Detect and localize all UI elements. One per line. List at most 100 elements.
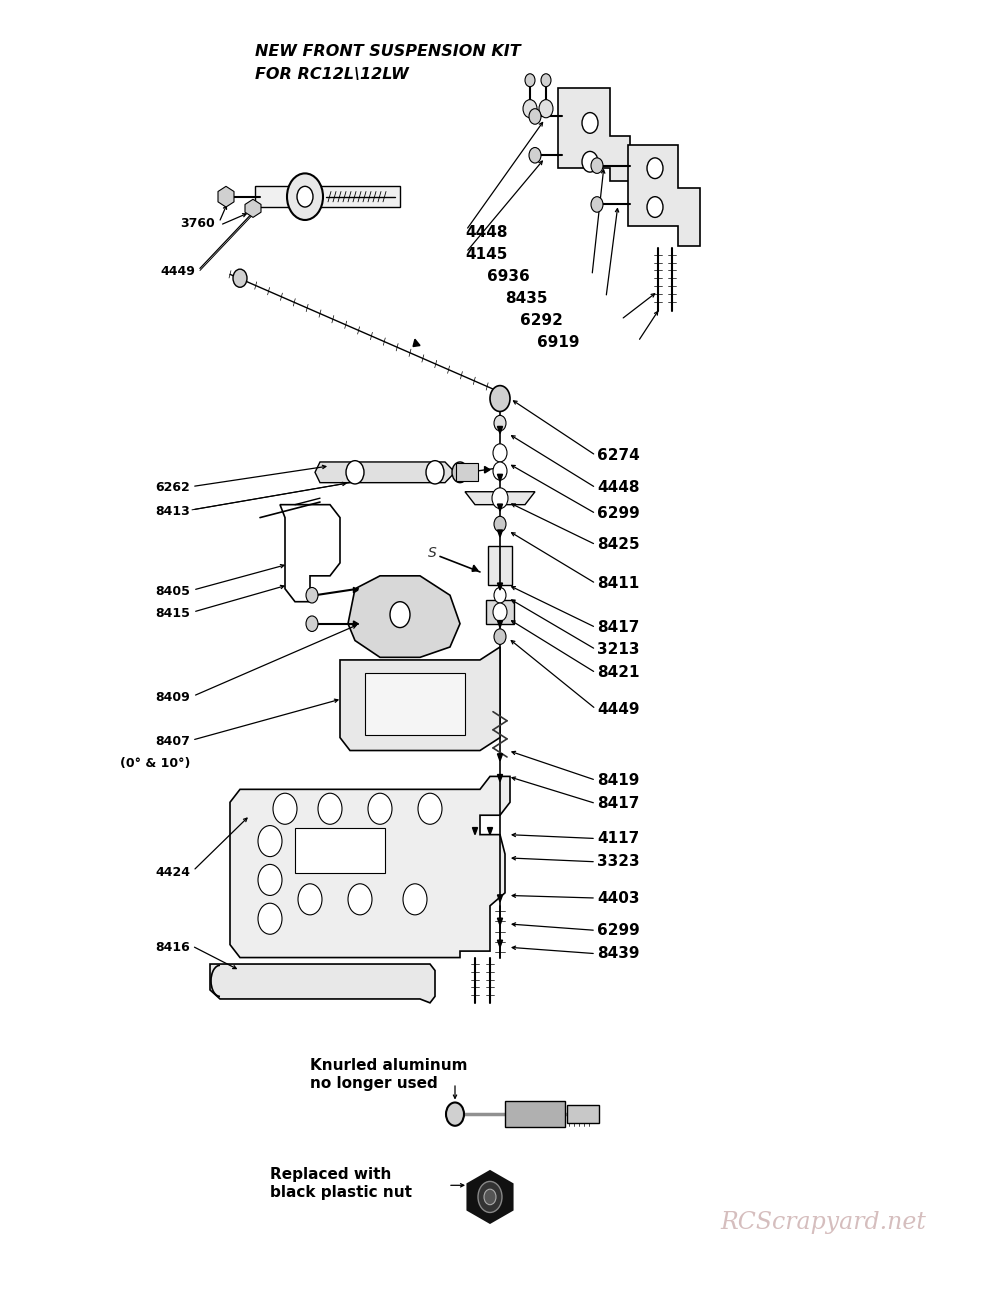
Circle shape <box>591 158 603 173</box>
Text: 6274: 6274 <box>597 448 640 463</box>
Circle shape <box>494 415 506 431</box>
Polygon shape <box>497 584 503 590</box>
Polygon shape <box>340 647 500 751</box>
Polygon shape <box>497 919 503 925</box>
Circle shape <box>368 793 392 824</box>
Circle shape <box>523 100 537 118</box>
Circle shape <box>390 602 410 628</box>
Text: 8405: 8405 <box>155 585 190 598</box>
Circle shape <box>647 197 663 217</box>
Polygon shape <box>413 339 420 347</box>
Text: 8409: 8409 <box>155 691 190 704</box>
Text: 6936: 6936 <box>487 269 530 285</box>
Text: 4424: 4424 <box>155 866 190 879</box>
Circle shape <box>591 197 603 212</box>
FancyBboxPatch shape <box>295 828 385 873</box>
Polygon shape <box>497 941 503 947</box>
Text: 8419: 8419 <box>597 773 639 788</box>
Text: 6299: 6299 <box>597 506 640 521</box>
Circle shape <box>493 462 507 480</box>
Circle shape <box>273 793 297 824</box>
Circle shape <box>258 864 282 895</box>
Text: 3323: 3323 <box>597 854 640 870</box>
Text: (0° & 10°): (0° & 10°) <box>120 757 190 770</box>
Text: 4448: 4448 <box>465 225 508 241</box>
FancyBboxPatch shape <box>486 600 514 624</box>
Text: 8413: 8413 <box>155 505 190 518</box>
Circle shape <box>484 1189 496 1205</box>
Circle shape <box>525 74 535 87</box>
Circle shape <box>297 186 313 207</box>
Polygon shape <box>497 621 503 628</box>
Text: 6919: 6919 <box>537 335 580 351</box>
Circle shape <box>493 444 507 462</box>
Circle shape <box>258 903 282 934</box>
Circle shape <box>306 587 318 603</box>
Polygon shape <box>497 895 503 902</box>
Text: 8439: 8439 <box>597 946 640 961</box>
FancyBboxPatch shape <box>456 463 478 481</box>
Circle shape <box>348 884 372 915</box>
Text: 8425: 8425 <box>597 537 640 553</box>
Polygon shape <box>628 145 700 246</box>
Polygon shape <box>348 576 460 657</box>
Circle shape <box>490 386 510 411</box>
Circle shape <box>529 109 541 124</box>
FancyBboxPatch shape <box>488 546 512 585</box>
Circle shape <box>418 793 442 824</box>
Text: Knurled aluminum
no longer used: Knurled aluminum no longer used <box>310 1058 468 1091</box>
Polygon shape <box>472 828 478 835</box>
Text: 8407: 8407 <box>155 735 190 748</box>
Polygon shape <box>245 199 261 217</box>
Circle shape <box>478 1181 502 1212</box>
FancyBboxPatch shape <box>567 1105 599 1123</box>
Text: 8417: 8417 <box>597 796 639 811</box>
Polygon shape <box>218 186 234 207</box>
Polygon shape <box>230 776 510 958</box>
Text: 8435: 8435 <box>505 291 548 307</box>
Circle shape <box>403 884 427 915</box>
Circle shape <box>529 148 541 163</box>
Text: 3213: 3213 <box>597 642 640 657</box>
Text: S: S <box>428 546 436 559</box>
Text: 4145: 4145 <box>465 247 507 263</box>
FancyBboxPatch shape <box>365 673 465 735</box>
Circle shape <box>306 616 318 631</box>
Polygon shape <box>465 492 535 505</box>
Polygon shape <box>467 1171 513 1223</box>
Circle shape <box>493 603 507 621</box>
Text: 4449: 4449 <box>160 265 195 278</box>
Circle shape <box>258 826 282 857</box>
Polygon shape <box>558 88 630 181</box>
Text: 8411: 8411 <box>597 576 639 591</box>
Polygon shape <box>472 565 478 572</box>
Polygon shape <box>497 505 503 511</box>
Polygon shape <box>497 531 503 537</box>
Polygon shape <box>255 186 400 207</box>
Text: 4403: 4403 <box>597 890 640 906</box>
Circle shape <box>492 488 508 509</box>
Text: 8415: 8415 <box>155 607 190 620</box>
Circle shape <box>298 884 322 915</box>
Text: 6292: 6292 <box>520 313 563 329</box>
Circle shape <box>647 158 663 179</box>
Polygon shape <box>497 475 503 481</box>
Polygon shape <box>487 828 493 835</box>
Circle shape <box>452 462 468 483</box>
Polygon shape <box>497 775 503 782</box>
Circle shape <box>541 74 551 87</box>
Text: 8416: 8416 <box>155 941 190 954</box>
Circle shape <box>426 461 444 484</box>
Text: NEW FRONT SUSPENSION KIT: NEW FRONT SUSPENSION KIT <box>255 44 521 60</box>
Circle shape <box>233 269 247 287</box>
Text: RCScrapyard.net: RCScrapyard.net <box>720 1211 926 1234</box>
Circle shape <box>346 461 364 484</box>
FancyBboxPatch shape <box>505 1101 565 1127</box>
Circle shape <box>494 629 506 644</box>
Text: Replaced with
black plastic nut: Replaced with black plastic nut <box>270 1167 412 1200</box>
Text: 3760: 3760 <box>180 217 215 230</box>
Polygon shape <box>497 427 503 433</box>
Polygon shape <box>315 462 455 483</box>
Text: 6299: 6299 <box>597 923 640 938</box>
Polygon shape <box>497 754 503 761</box>
